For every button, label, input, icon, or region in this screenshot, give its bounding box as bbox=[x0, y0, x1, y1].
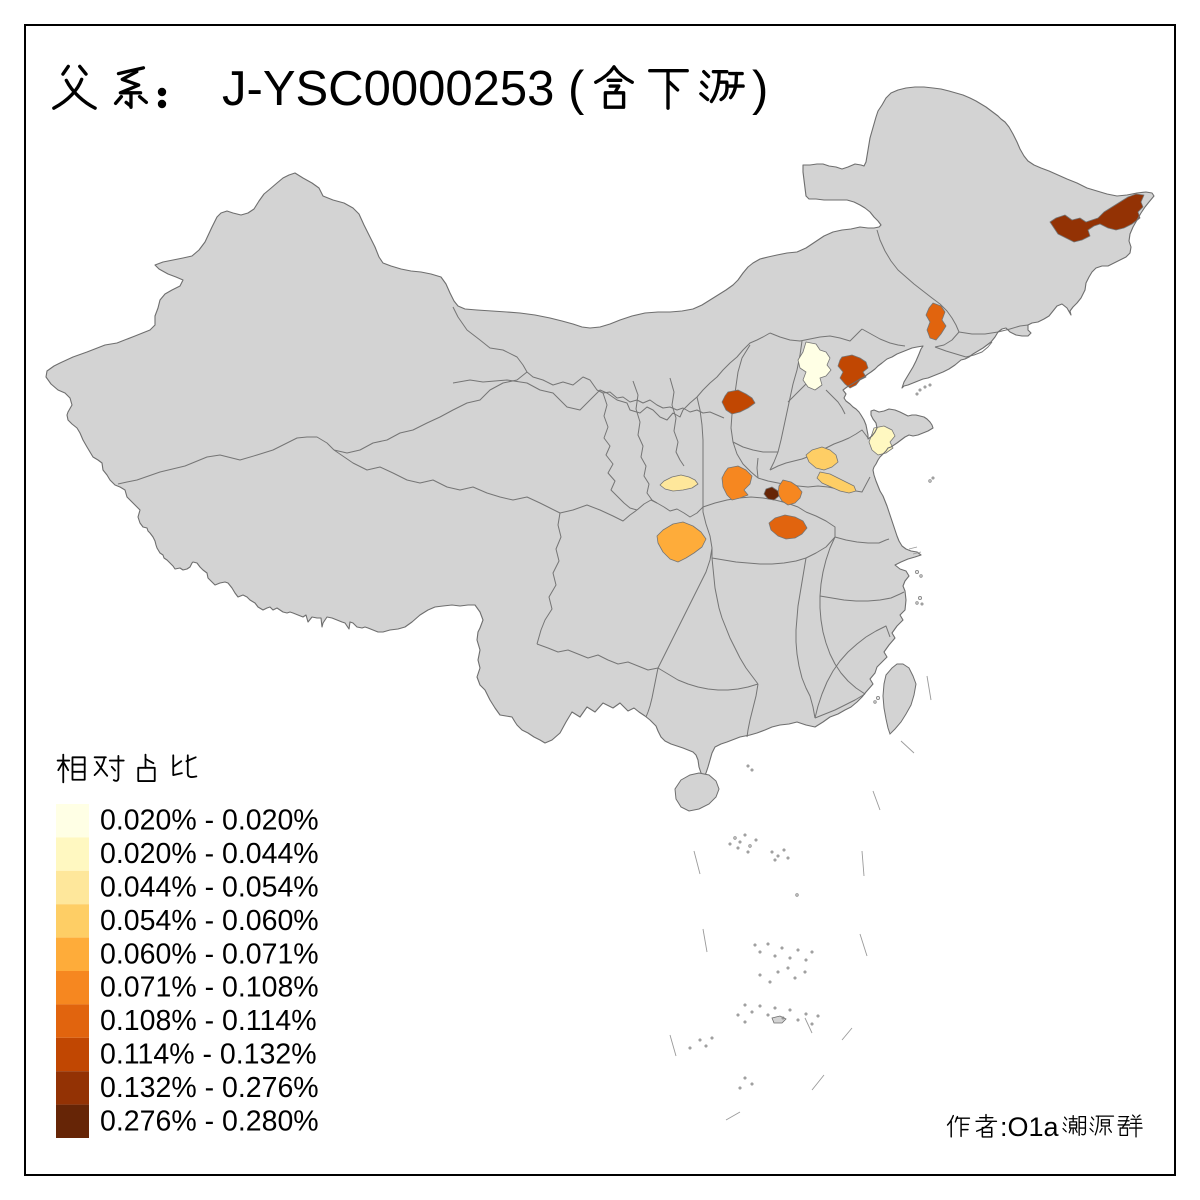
svg-text:0.276% - 0.280%: 0.276% - 0.280% bbox=[100, 1105, 319, 1137]
svg-text::O1a: :O1a bbox=[1000, 1112, 1060, 1142]
svg-text:0.114% - 0.132%: 0.114% - 0.132% bbox=[100, 1039, 317, 1071]
svg-text:0.108% - 0.114%: 0.108% - 0.114% bbox=[100, 1005, 317, 1037]
svg-text:0.060% - 0.071%: 0.060% - 0.071% bbox=[100, 938, 319, 970]
svg-text:0.020% - 0.044%: 0.020% - 0.044% bbox=[100, 838, 319, 870]
svg-text:J-YSC0000253 (: J-YSC0000253 ( bbox=[222, 62, 585, 116]
svg-text:0.071% - 0.108%: 0.071% - 0.108% bbox=[100, 972, 319, 1004]
svg-text:0.020% - 0.020%: 0.020% - 0.020% bbox=[100, 805, 319, 837]
svg-text:0.044% - 0.054%: 0.044% - 0.054% bbox=[100, 872, 319, 904]
svg-text:0.054% - 0.060%: 0.054% - 0.060% bbox=[100, 905, 319, 937]
svg-text:): ) bbox=[752, 62, 768, 116]
svg-text:0.132% - 0.276%: 0.132% - 0.276% bbox=[100, 1072, 319, 1104]
